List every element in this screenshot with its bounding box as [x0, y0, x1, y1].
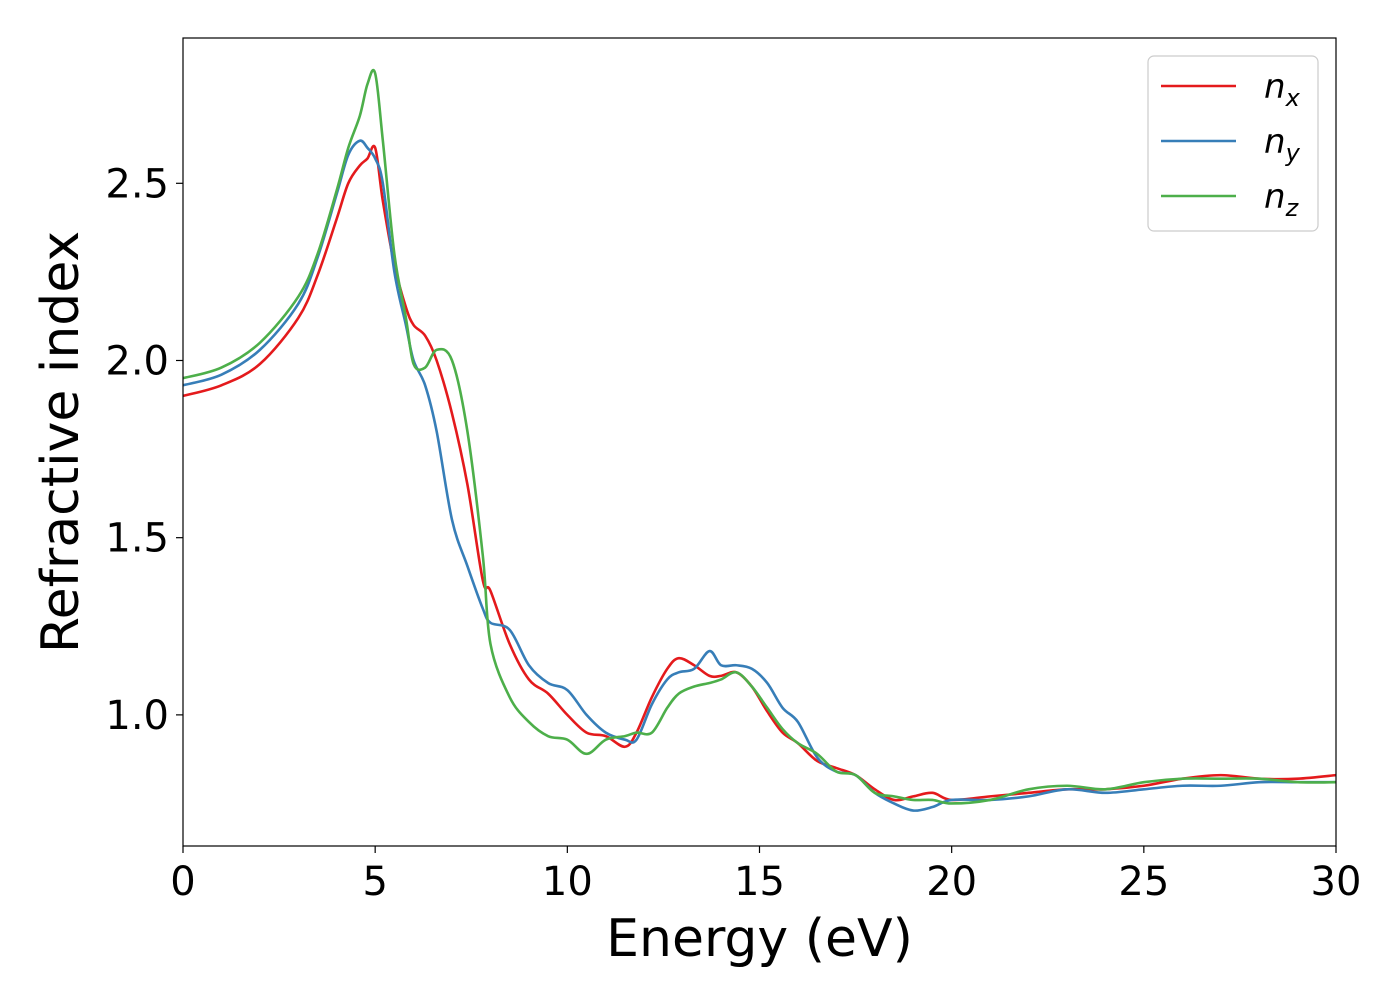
series-layer — [182, 68, 1337, 812]
series-line-ny — [182, 139, 1336, 812]
x-axis-title: Energy (eV) — [606, 909, 913, 969]
x-tick-label: 30 — [1311, 859, 1362, 905]
x-tick-label: 25 — [1118, 859, 1169, 905]
y-axis-title: Refractive index — [31, 231, 91, 653]
y-tick-label: 2.5 — [105, 161, 169, 207]
series-line-nz — [182, 68, 1337, 805]
x-tick-label: 0 — [170, 859, 195, 905]
x-axis-ticks: 0 5 10 15 20 25 30 — [170, 846, 1361, 905]
y-tick-label: 1.5 — [105, 516, 169, 562]
x-tick-label: 10 — [542, 859, 593, 905]
y-axis-ticks: 1.0 1.5 2.0 2.5 — [105, 161, 183, 739]
x-tick-label: 15 — [734, 859, 785, 905]
legend-box — [1147, 55, 1319, 232]
x-tick-label: 5 — [362, 859, 387, 905]
y-tick-label: 2.0 — [105, 338, 169, 384]
x-tick-label: 20 — [926, 859, 977, 905]
series-line-nx — [182, 144, 1337, 802]
y-tick-label: 1.0 — [105, 693, 169, 739]
